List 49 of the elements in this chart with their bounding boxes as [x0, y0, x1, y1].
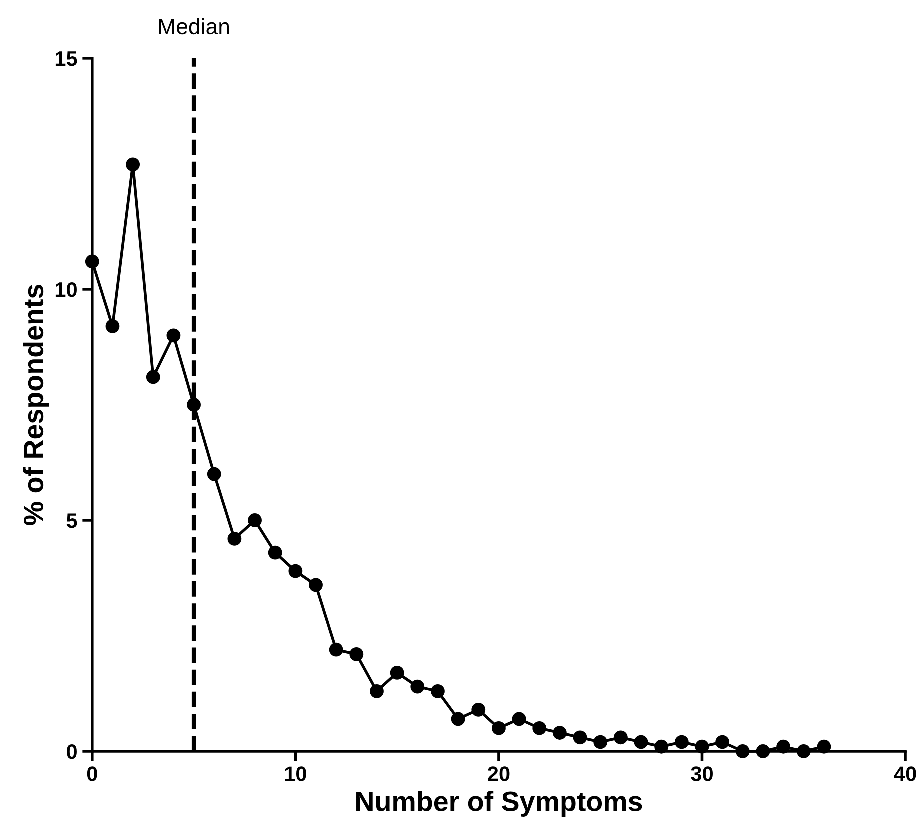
point	[451, 712, 466, 726]
x-tick-label: 0	[87, 766, 98, 782]
point	[716, 735, 730, 750]
x-axis-title: Number of Symptoms	[356, 791, 642, 817]
x-tick-label: 30	[691, 766, 713, 782]
ref-line-label: Median	[159, 18, 230, 35]
y-tick-label: 5	[66, 514, 78, 528]
point	[492, 721, 506, 736]
point	[268, 546, 282, 560]
point	[594, 735, 608, 750]
point	[248, 514, 262, 528]
point	[187, 398, 201, 412]
point	[329, 642, 344, 657]
point	[390, 666, 404, 680]
point	[431, 684, 445, 698]
point	[309, 578, 323, 592]
point	[410, 680, 425, 694]
point	[634, 735, 648, 750]
point	[126, 158, 140, 172]
point	[85, 254, 100, 269]
y-axis-title: % of Respondents	[23, 284, 50, 526]
point	[350, 648, 364, 662]
point	[370, 684, 384, 698]
point	[553, 726, 567, 740]
point	[695, 740, 710, 754]
point	[674, 735, 689, 750]
point	[106, 319, 120, 334]
x-tick-label: 40	[894, 766, 916, 782]
point	[756, 744, 770, 758]
point	[512, 712, 526, 726]
point	[288, 564, 303, 578]
point	[532, 721, 547, 736]
x-tick-label: 10	[285, 766, 306, 782]
point	[654, 740, 669, 754]
point	[817, 740, 832, 754]
point	[228, 532, 242, 546]
y-tick-label: 15	[56, 52, 78, 66]
x-tick-label: 20	[488, 766, 510, 782]
point	[776, 740, 790, 754]
point	[146, 370, 160, 384]
point	[207, 467, 222, 482]
point	[614, 730, 628, 745]
y-tick-label: 10	[56, 282, 77, 298]
point	[472, 702, 486, 717]
y-tick-label: 0	[67, 744, 77, 760]
point	[796, 744, 811, 758]
point	[166, 328, 181, 343]
point	[736, 744, 750, 758]
point	[573, 730, 588, 745]
